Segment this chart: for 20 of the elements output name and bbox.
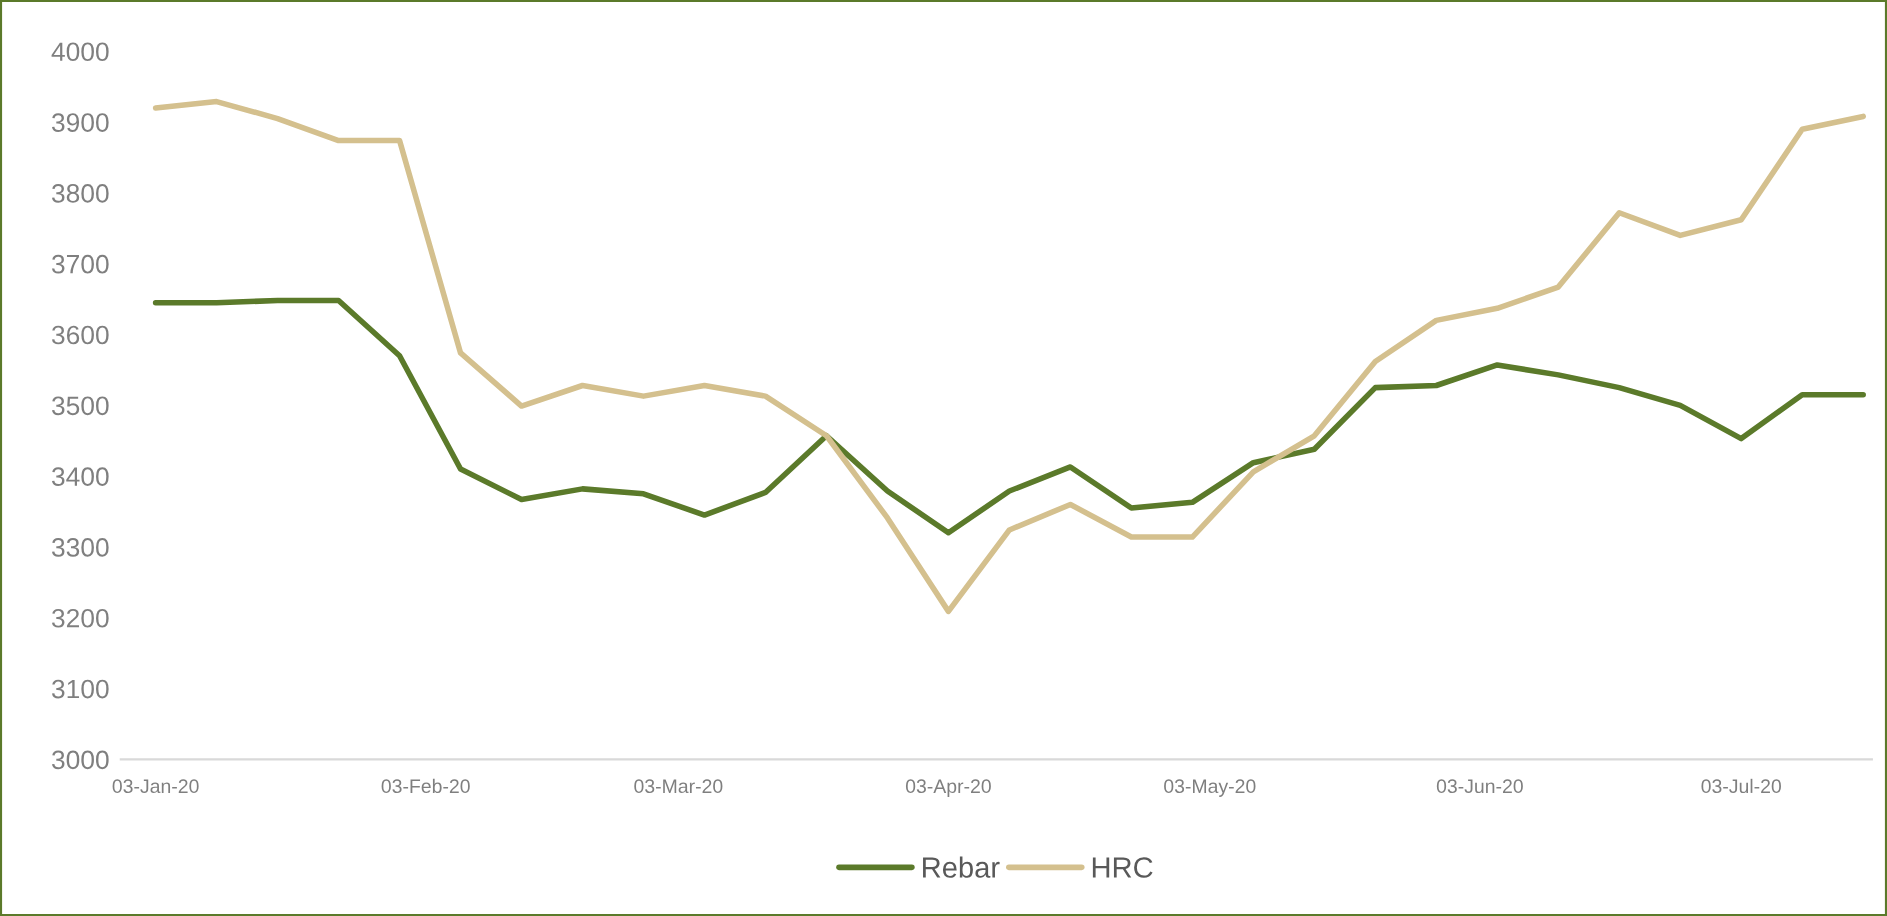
x-tick-label: 03-Mar-20 (634, 779, 723, 794)
x-tick-label: 03-Jan-20 (112, 779, 199, 794)
legend-label: Rebar (923, 856, 1000, 878)
y-tick-label: 3300 (51, 538, 109, 557)
x-tick-label: 03-Apr-20 (905, 779, 991, 797)
legend-label: HRC (1092, 857, 1153, 878)
y-tick-label: 3600 (51, 325, 109, 345)
y-tick-label: 3100 (51, 679, 109, 699)
y-tick-label: 3400 (51, 467, 109, 486)
y-tick-label: 3700 (51, 254, 109, 274)
y-tick-label: 4000 (51, 42, 109, 62)
y-tick-label: 3000 (51, 750, 109, 770)
y-tick-label: 3800 (51, 184, 109, 203)
x-tick-label: 03-Feb-20 (381, 778, 470, 794)
x-tick-label: 03-Jun-20 (1436, 779, 1523, 794)
x-tick-label: 03-Jul-20 (1701, 778, 1781, 794)
y-tick-label: 3500 (51, 396, 109, 416)
y-tick-label: 3900 (51, 113, 109, 132)
x-tick-label: 03-May-20 (1164, 779, 1256, 797)
y-tick-label: 3200 (51, 608, 109, 628)
